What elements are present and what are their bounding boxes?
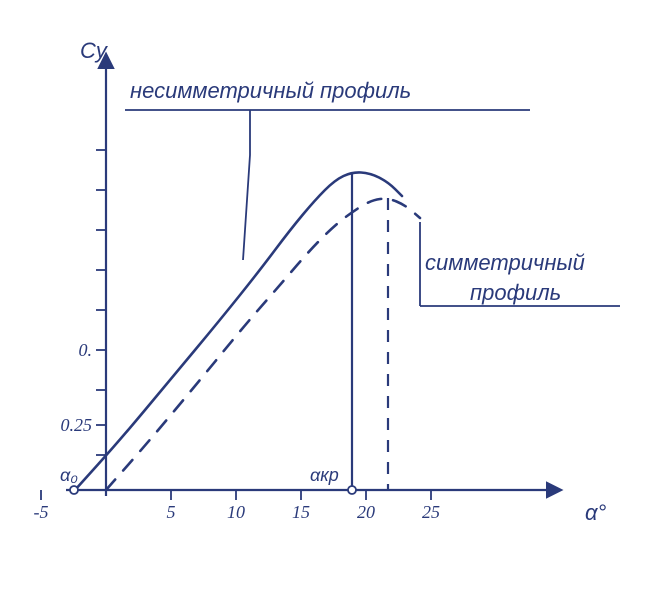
x-tick-label: 20 xyxy=(357,502,375,522)
x-tick-label: 5 xyxy=(167,502,176,522)
x-tick-label: -5 xyxy=(34,502,49,522)
y-tick-label: 0.25 xyxy=(61,415,93,435)
y-tick-label: 0. xyxy=(79,340,93,360)
symmetric-curve xyxy=(106,199,420,490)
x-tick-label: 25 xyxy=(422,502,440,522)
x-tick-label: 10 xyxy=(227,502,245,522)
chart-svg: -5 5 10 15 20 25 0.25 0. xyxy=(0,0,660,591)
chart-stage: -55101520250.250. Cy α° несимметричный п… xyxy=(0,0,660,591)
alpha_kr-marker xyxy=(348,486,356,494)
asym-leader-line xyxy=(243,110,250,260)
x-tick-label: 15 xyxy=(292,502,310,522)
alpha0-marker xyxy=(70,486,78,494)
